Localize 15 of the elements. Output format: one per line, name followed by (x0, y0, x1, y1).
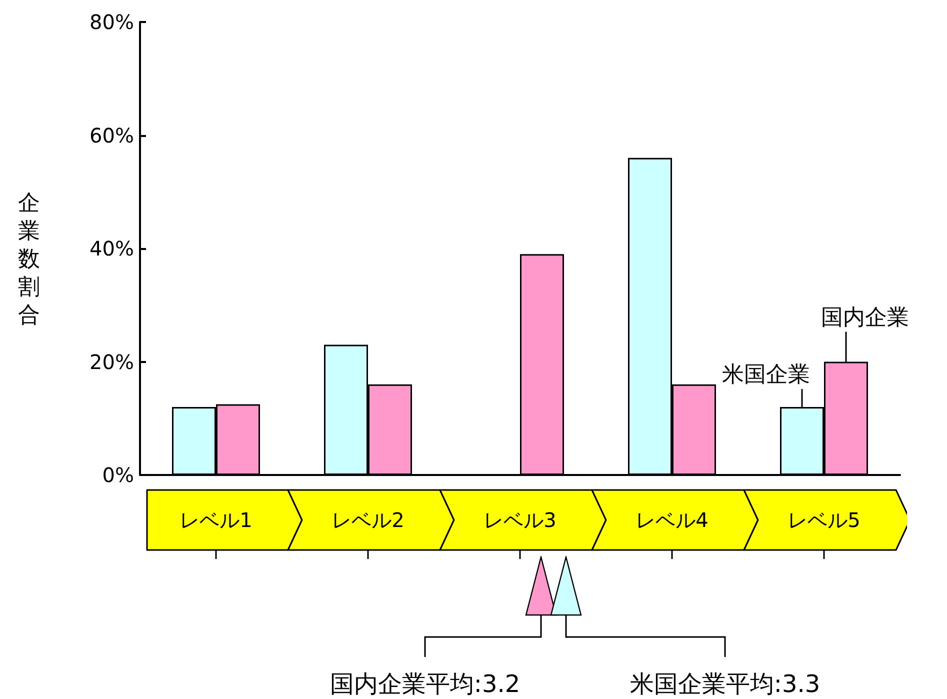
x-tick-label: レベル3 (484, 508, 556, 532)
x-tick-label: レベル2 (332, 508, 404, 532)
y-tick-label: 60% (90, 123, 134, 148)
series-label: 米国企業 (722, 362, 810, 387)
x-tick-label: レベル4 (636, 508, 708, 532)
text: 国内企業平均:3.2 (328, 669, 522, 699)
series-label: 国内企業 (821, 304, 909, 330)
text: 米国企業平均:3.3 (628, 669, 822, 699)
y-tick-label: 20% (90, 350, 134, 374)
y-tick-label: 80% (90, 10, 134, 34)
x-tick-label: レベル5 (788, 508, 860, 532)
y-tick-label: 40% (90, 236, 134, 260)
y-axis-title: 企業数割合 (17, 190, 41, 330)
y-tick-label: 0% (102, 463, 134, 487)
x-tick-label: レベル1 (180, 508, 252, 532)
